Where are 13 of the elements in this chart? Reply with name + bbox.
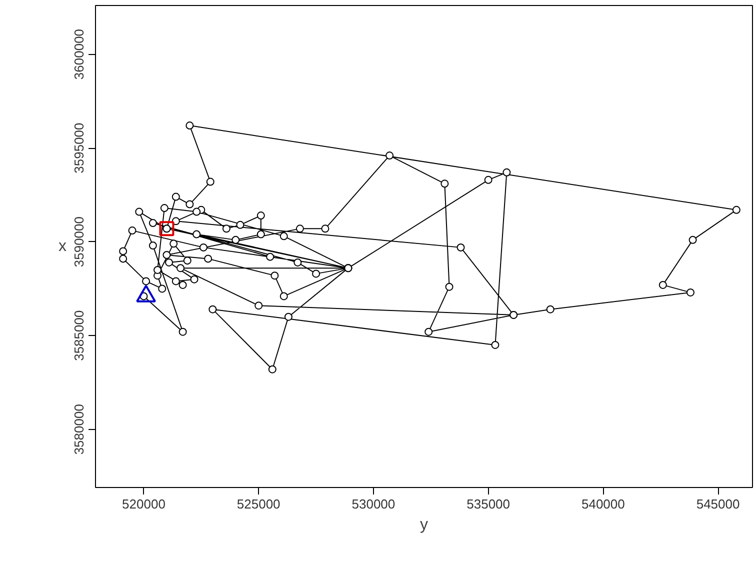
y-tick-label: 3600000	[72, 28, 86, 80]
x-tick-label: 525000	[236, 496, 280, 512]
y-tick-label: 3585000	[72, 310, 86, 361]
y-axis-title: x	[58, 238, 66, 255]
y-tick-label: 3580000	[72, 404, 86, 455]
x-tick-label: 535000	[466, 496, 510, 512]
y-tick-label: 3590000	[72, 216, 86, 268]
x-tick-label: 530000	[352, 496, 396, 512]
x-tick-label: 540000	[581, 496, 625, 512]
x-tick-label: 520000	[122, 496, 166, 512]
x-tick-label: 545000	[696, 496, 740, 512]
y-tick-label: 3595000	[72, 122, 86, 174]
x-axis-title: y	[420, 516, 428, 534]
